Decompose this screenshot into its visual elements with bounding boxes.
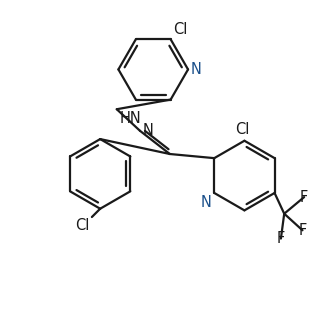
Text: HN: HN [120, 111, 141, 126]
Text: Cl: Cl [75, 218, 90, 233]
Text: N: N [190, 62, 201, 77]
Text: F: F [300, 190, 308, 205]
Text: Cl: Cl [235, 122, 250, 138]
Text: N: N [143, 123, 154, 138]
Text: Cl: Cl [173, 22, 188, 37]
Text: F: F [298, 223, 307, 238]
Text: N: N [201, 195, 211, 210]
Text: F: F [277, 231, 285, 246]
